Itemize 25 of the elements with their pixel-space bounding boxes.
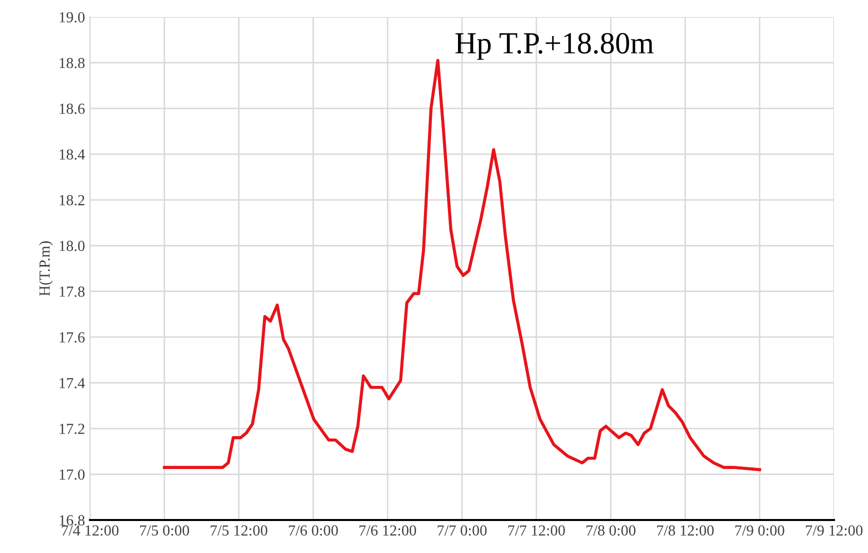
y-tick-label: 18.8: [60, 58, 85, 68]
y-tick-label: 19.0: [60, 12, 85, 23]
x-tick-label: 7/7 0:00: [438, 525, 487, 536]
y-tick-label: 17.8: [60, 286, 85, 297]
y-tick-label: 17.2: [60, 424, 84, 434]
y-tick-label: 17.4: [60, 378, 85, 388]
x-tick-label: 7/4 12:00: [62, 525, 118, 536]
y-tick-label: 18.0: [60, 240, 85, 252]
y-axis-title: H(T.P.m): [38, 241, 53, 296]
y-tick-label: 18.2: [60, 195, 84, 206]
y-tick-label: 17.6: [60, 332, 85, 343]
x-tick-label: 7/9 12:00: [806, 525, 862, 536]
x-tick-label: 7/8 12:00: [657, 525, 714, 536]
x-tick-label: 7/8 0:00: [586, 525, 636, 536]
y-tick-label: 18.4: [60, 149, 85, 160]
annotation: Hp T.P.+18.80m: [455, 32, 654, 60]
x-tick-label: 7/6 12:00: [360, 525, 416, 536]
y-tick-label: 17.0: [60, 469, 85, 480]
x-tick-label: 7/5 12:00: [210, 525, 268, 536]
x-tick-label: 7/9 0:00: [735, 525, 784, 536]
y-tick-label: 16.8: [60, 515, 85, 526]
x-tick-label: 7/6 0:00: [288, 525, 338, 536]
x-tick-label: 7/5 0:00: [140, 525, 190, 536]
x-tick-label: 7/7 12:00: [508, 525, 565, 536]
y-tick-label: 18.6: [60, 104, 85, 114]
